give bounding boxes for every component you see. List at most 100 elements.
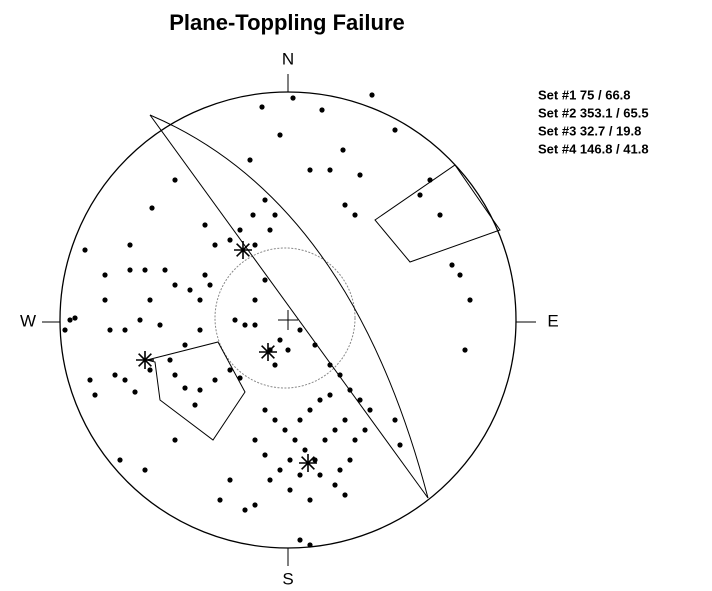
friction-cone [214,247,356,389]
pole [327,362,333,368]
pole [197,297,203,303]
pole [237,227,243,233]
set-star [138,353,152,367]
pole [192,402,198,408]
pole [312,457,318,463]
pole [417,192,423,198]
pole [262,452,268,458]
pole [302,447,308,453]
window-ne [374,164,501,263]
pole [62,327,68,333]
pole [87,377,93,383]
pole [212,242,218,248]
pole [337,467,343,473]
pole [307,497,313,503]
pole [317,397,323,403]
pole [352,437,358,443]
pole [342,417,348,423]
pole [147,297,153,303]
pole [172,372,178,378]
pole [332,427,338,433]
pole [357,397,363,403]
title: Plane-Toppling Failure [169,10,405,35]
pole [252,297,258,303]
set-star [261,345,275,359]
pole [232,317,238,323]
pole [290,95,296,101]
pole [259,104,265,110]
pole [149,205,155,211]
pole [267,477,273,483]
pole [197,327,203,333]
pole [437,212,443,218]
pole [307,542,313,548]
set-label: Set #3 32.7 / 19.8 [538,123,641,138]
pole [82,247,88,253]
pole [227,477,233,483]
pole [327,167,333,173]
pole [332,482,338,488]
pole [342,202,348,208]
pole [369,92,375,98]
set-star [301,456,315,470]
pole [217,497,223,503]
label-e: E [547,311,558,330]
pole [207,282,213,288]
pole [297,417,303,423]
pole [297,327,303,333]
pole [227,237,233,243]
pole [277,467,283,473]
pole [272,362,278,368]
pole [337,372,343,378]
pole [122,377,128,383]
set-label: Set #1 75 / 66.8 [538,87,631,102]
pole [197,387,203,393]
pole [272,417,278,423]
pole [277,337,283,343]
pole [102,297,108,303]
pole [307,167,313,173]
plane-line [149,114,429,499]
pole [467,297,473,303]
label-s: S [282,569,293,588]
pole [117,457,123,463]
pole [262,197,268,203]
pole [182,385,188,391]
pole [112,372,118,378]
pole [319,107,325,113]
pole [362,427,368,433]
pole [397,442,403,448]
pole [247,157,253,163]
pole [267,227,273,233]
label-n: N [282,49,294,68]
pole [157,322,163,328]
pole [172,282,178,288]
pole [242,507,248,513]
pole [252,437,258,443]
pole [142,267,148,273]
pole [292,437,298,443]
pole [142,467,148,473]
pole [187,287,193,293]
pole [285,347,291,353]
pole [327,392,333,398]
pole [67,317,73,323]
pole [250,212,256,218]
pole [347,457,353,463]
set-star [236,243,250,257]
pole [182,342,188,348]
pole [127,242,133,248]
pole [340,147,346,153]
pole [262,407,268,413]
pole [392,127,398,133]
label-w: W [20,311,36,330]
pole [132,389,138,395]
set-label: Set #4 146.8 / 41.8 [538,141,649,156]
toppling-arc [149,114,429,499]
pole [342,492,348,498]
pole [322,437,328,443]
pole [137,317,143,323]
pole [162,267,168,273]
pole [262,277,268,283]
